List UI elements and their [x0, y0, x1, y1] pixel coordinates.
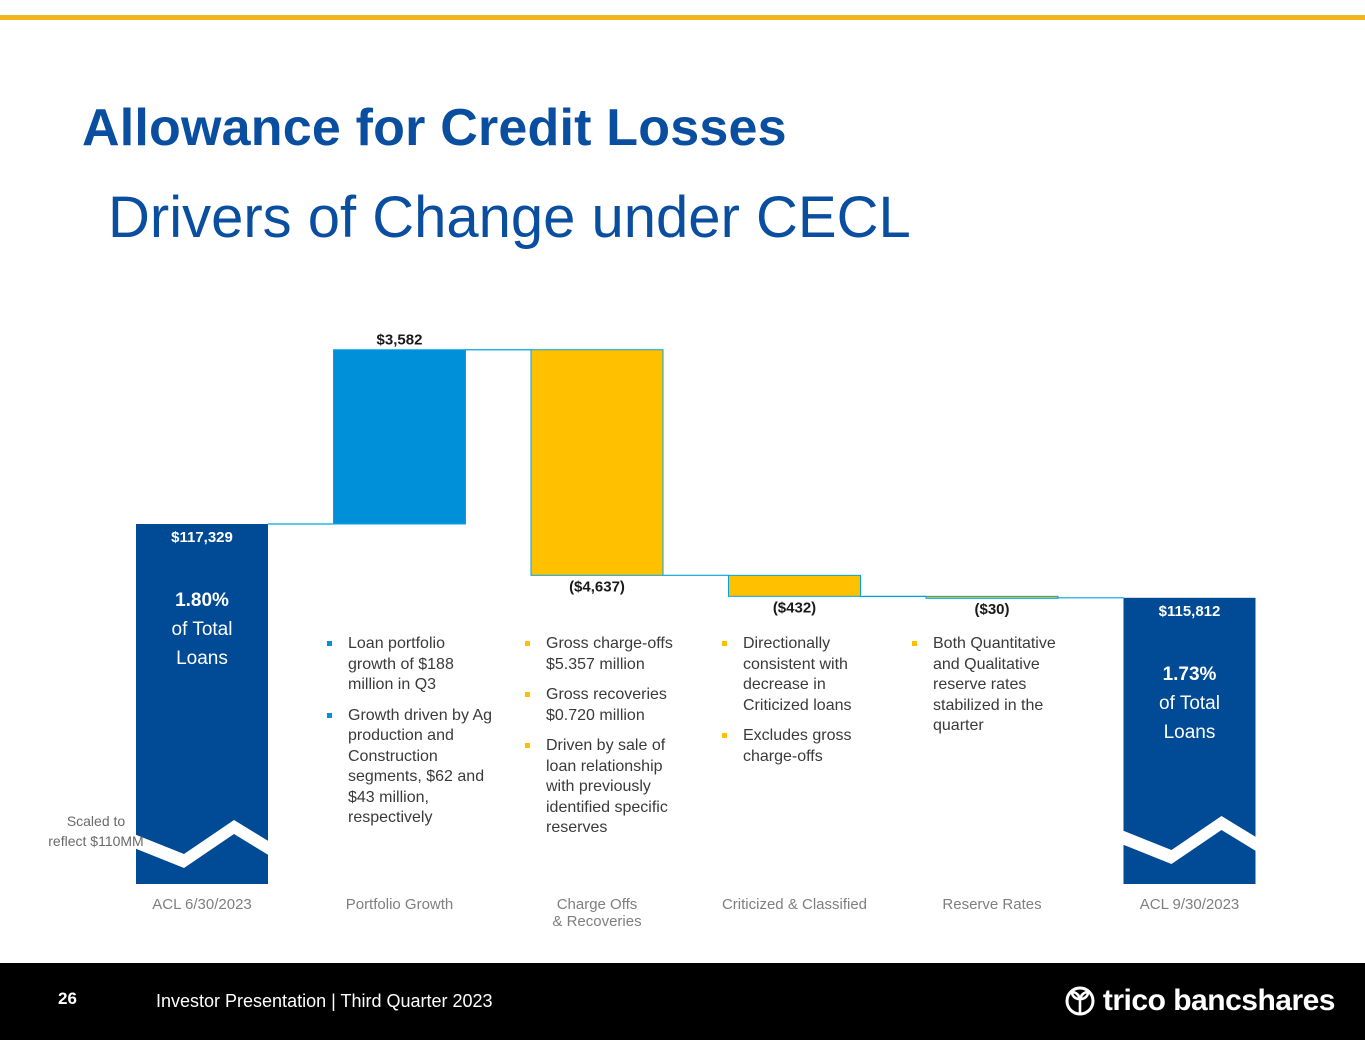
bullet-icon — [722, 641, 727, 646]
bar-4 — [728, 574, 861, 597]
bullet-icon — [912, 641, 917, 646]
note-item: Directionally consistent with decrease i… — [717, 634, 892, 716]
pct-caption-line2-1: Loans — [176, 648, 228, 669]
bar-1 — [136, 524, 268, 884]
value-label-6: $115,812 — [1159, 603, 1221, 620]
value-label-4: ($432) — [773, 599, 816, 616]
note-item: Gross charge-offs $5.357 million — [520, 634, 695, 675]
note-text: Gross recoveries $0.720 million — [546, 686, 667, 724]
note-text: Growth driven by Ag production and Const… — [348, 706, 493, 827]
note-text: Directionally consistent with decrease i… — [743, 635, 852, 714]
page-subtitle: Drivers of Change under CECL — [108, 185, 911, 250]
bullet-icon — [525, 743, 530, 748]
pct-caption-line1-1: of Total — [172, 619, 233, 640]
top-accent-rule — [0, 15, 1365, 20]
trico-leaf-icon — [1065, 986, 1095, 1016]
note-text: Driven by sale of loan relationship with… — [546, 737, 668, 836]
notes-column-2: Gross charge-offs $5.357 million Gross re… — [520, 634, 695, 849]
page-number: 26 — [58, 989, 77, 1008]
note-item: Both Quantitative and Qualitative reserv… — [907, 634, 1082, 737]
axis-break-zigzag-1 — [134, 820, 270, 868]
notes-column-1: Loan portfolio growth of $188 million in… — [322, 634, 497, 839]
axis-break-note: Scaled to reflect $110MM — [48, 813, 144, 849]
page-title: Allowance for Credit Losses — [82, 99, 787, 157]
bar-5 — [925, 595, 1059, 599]
note-item: Loan portfolio growth of $188 million in… — [322, 634, 497, 696]
note-text: Excludes gross charge-offs — [743, 727, 852, 765]
category-label-3-line1: Charge Offs — [557, 896, 638, 913]
note-item: Gross recoveries $0.720 million — [520, 685, 695, 726]
value-label-2: $3,582 — [377, 332, 423, 349]
bullet-icon — [525, 641, 530, 646]
footer-bar: 26 Investor Presentation | Third Quarter… — [0, 963, 1365, 1040]
note-text: Gross charge-offs $5.357 million — [546, 635, 673, 673]
note-text: Both Quantitative and Qualitative reserv… — [933, 635, 1056, 734]
footer-text: Investor Presentation | Third Quarter 20… — [156, 991, 493, 1011]
pct-caption-line2-6: Loans — [1164, 722, 1216, 743]
value-label-1: $117,329 — [171, 529, 233, 546]
brand-logo: trico bancshares — [1065, 981, 1336, 1021]
waterfall-chart: $117,329 $3,582 ($4,637) ($432) ($30) $115,81… — [134, 332, 1258, 930]
bullet-icon — [722, 733, 727, 738]
category-label-6: ACL 9/30/2023 — [1140, 896, 1240, 913]
value-label-5: ($30) — [974, 601, 1009, 618]
bar-2 — [333, 349, 466, 525]
category-label-3-line2: & Recoveries — [552, 913, 641, 930]
bullet-icon — [327, 641, 332, 646]
value-label-3: ($4,637) — [569, 578, 625, 595]
category-label-4: Criticized & Classified — [722, 896, 867, 913]
note-item: Excludes gross charge-offs — [717, 726, 892, 767]
note-item: Growth driven by Ag production and Const… — [322, 706, 497, 829]
brand-name: trico bancshares — [1102, 984, 1336, 1017]
pct-of-loans-6: 1.73% — [1163, 664, 1217, 685]
note-item: Driven by sale of loan relationship with… — [520, 736, 695, 839]
pct-of-loans-1: 1.80% — [175, 590, 229, 611]
pct-caption-line1-6: of Total — [1159, 693, 1220, 714]
category-label-5: Reserve Rates — [942, 896, 1041, 913]
bullet-icon — [327, 712, 332, 718]
notes-column-4: Both Quantitative and Qualitative reserv… — [907, 634, 1082, 747]
axis-break-zigzag-6 — [1121, 816, 1258, 864]
category-label-2: Portfolio Growth — [346, 896, 454, 913]
category-label-1: ACL 6/30/2023 — [152, 896, 252, 913]
notes-column-3: Directionally consistent with decrease i… — [717, 634, 892, 777]
note-text: Loan portfolio growth of $188 million in… — [348, 635, 454, 693]
bullet-icon — [525, 692, 530, 697]
bar-3 — [530, 349, 664, 576]
